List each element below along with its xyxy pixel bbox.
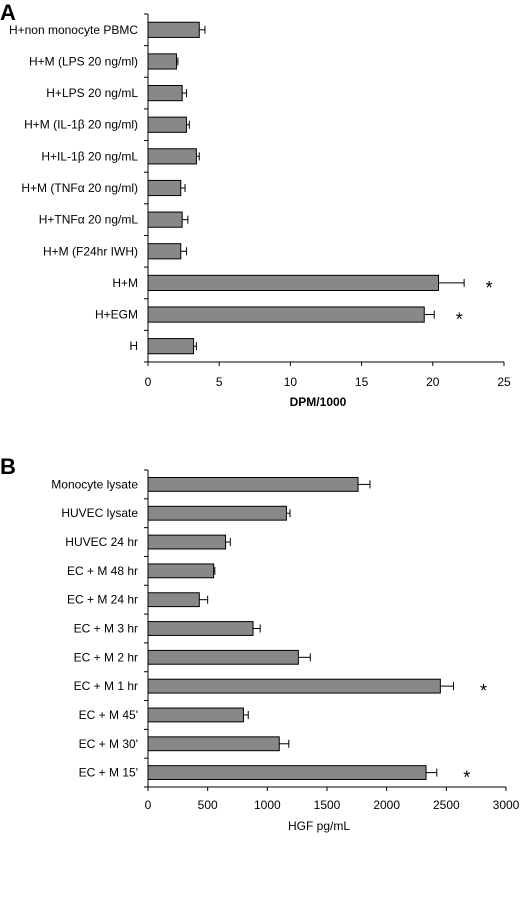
category-label: H+M (LPS 20 ng/ml) [29,54,138,68]
category-label: HUVEC lysate [61,506,138,520]
significance-marker: * [486,278,493,298]
bar [147,765,427,781]
x-tick-label: 25 [497,375,511,389]
category-label: EC + M 15' [79,766,138,780]
category-label: EC + M 1 hr [74,679,138,693]
bar [147,505,287,521]
bar [147,621,254,636]
significance-marker: * [480,681,487,701]
category-label: H+M (F24hr IWH) [43,244,138,258]
bar [147,563,215,579]
panel-a: A 0 5 10 15 20 25 DPM/1000 H+non monocyte PBMC H+… [0,0,511,409]
x-axis-label: DPM/1000 [290,395,347,409]
category-label: H+TNFα 20 ng/mL [39,213,139,227]
category-label: EC + M 30' [79,737,138,751]
category-label: EC + M 2 hr [74,650,138,664]
bar [147,736,280,752]
bar [147,476,359,492]
category-label: EC + M 48 hr [67,564,138,578]
category-label: H+M [112,276,138,290]
bar [147,211,183,228]
bar [147,243,182,260]
category-label: H+EGM [95,308,138,322]
x-tick-label: 10 [284,375,298,389]
category-label: HUVEC 24 hr [65,535,138,549]
category-label: Monocyte lysate [51,477,138,491]
bar [147,274,439,292]
significance-marker: * [463,768,470,788]
x-axis-label: HGF pg/mL [288,819,350,833]
category-label: EC + M 24 hr [67,593,138,607]
panel-b: B 0 500 1000 1500 2000 2500 3000 HGF pg/mL Monocy… [0,454,520,833]
x-tick-label: 20 [426,375,440,389]
category-label: EC + M 3 hr [74,622,138,636]
category-label: H+IL-1β 20 ng/mL [41,149,138,163]
x-tick-label: 2500 [433,798,460,812]
bar [147,179,182,197]
x-tick-label: 0 [145,375,152,389]
x-tick-label: 2000 [373,798,400,812]
panel-letter: A [0,0,16,25]
category-label: H [129,339,138,353]
x-tick-label: 3000 [493,798,520,812]
x-tick-label: 1500 [314,798,341,812]
category-label: EC + M 45' [79,708,138,722]
category-label: H+M (TNFα 20 ng/ml) [21,181,138,195]
bar [147,306,425,323]
bar [147,707,244,723]
category-label: H+LPS 20 ng/mL [46,86,138,100]
x-tick-label: 1000 [254,798,281,812]
bar [147,592,200,608]
category-label: H+non monocyte PBMC [9,23,138,37]
bar [147,53,177,70]
x-tick-label: 0 [145,798,152,812]
bar [147,84,183,102]
panel-letter: B [0,454,16,479]
significance-marker: * [456,310,463,330]
category-label: H+M (IL-1β 20 ng/ml) [24,118,138,132]
bar [147,649,299,665]
bar [147,148,197,165]
bar [147,678,441,694]
bar [147,116,187,133]
bar [147,21,200,38]
x-tick-label: 5 [216,375,223,389]
bar [147,338,195,355]
x-tick-label: 15 [355,375,369,389]
bar [147,534,227,550]
x-tick-label: 500 [198,798,218,812]
